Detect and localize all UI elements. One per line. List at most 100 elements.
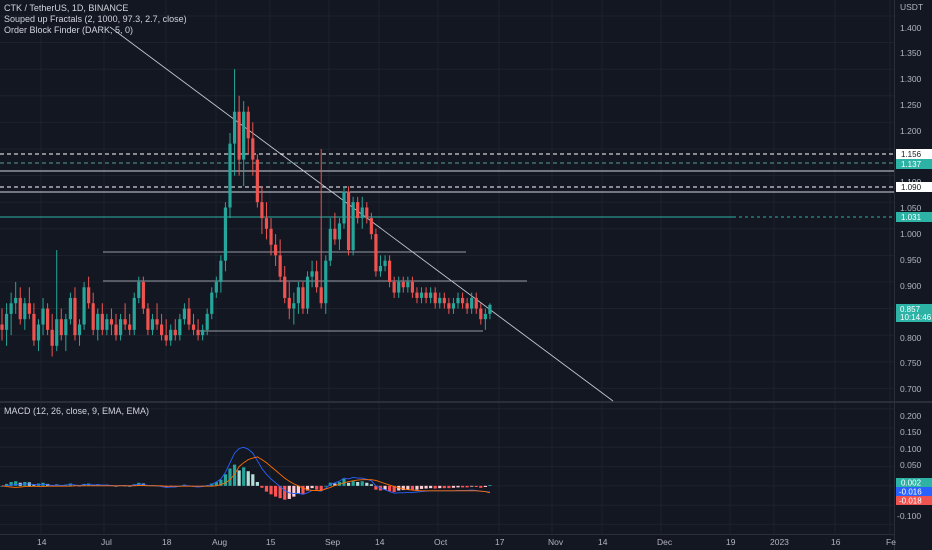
candle-body (205, 313, 209, 330)
candle-body (401, 281, 405, 288)
macd-bar (301, 485, 305, 495)
candle-body (255, 159, 259, 203)
candle-body (196, 329, 200, 336)
macd-bar (442, 485, 446, 489)
time-label: 19 (726, 537, 736, 547)
symbol-legend[interactable]: CTK / TetherUS, 1D, BINANCE (4, 3, 129, 13)
macd-bar (415, 485, 419, 490)
price-tick: 0.900 (900, 281, 922, 291)
macd-bar (346, 482, 351, 486)
macd-bar (333, 483, 337, 486)
candle-body (392, 281, 396, 293)
candle-body (342, 191, 346, 224)
tag-1156-bg (896, 149, 932, 159)
candle-body (365, 207, 369, 219)
macd-hist-tag: 0.002 (901, 479, 922, 488)
candle-body (146, 308, 150, 330)
candle-body (210, 292, 214, 314)
time-label: 14 (37, 537, 47, 547)
order-block-legend[interactable]: Order Block Finder (DARK, 5, 0) (4, 25, 134, 35)
candle-body (150, 319, 155, 330)
candle-body (46, 308, 50, 330)
tag-1031-bg (896, 212, 932, 222)
macd-bar (365, 482, 369, 486)
candle-body (100, 313, 104, 330)
price-tags[interactable]: 1.156 1.137 1.090 1.031 0.857 10:14:46 0… (896, 149, 932, 506)
candle-body (269, 228, 273, 245)
candle-body (105, 319, 109, 330)
candle-body (114, 324, 118, 336)
candle-body (388, 260, 392, 282)
macd-bar (315, 485, 319, 490)
time-label: 17 (495, 537, 505, 547)
candle-body (219, 260, 223, 282)
candle-body (346, 191, 351, 251)
candle-body (50, 329, 54, 346)
candle-body (77, 324, 82, 336)
macd-pane[interactable] (0, 446, 492, 500)
macd-bar (14, 481, 18, 486)
candle-body (351, 202, 355, 251)
signal-line-tag-bg (896, 496, 932, 505)
macd-bar (424, 485, 428, 489)
candle-body (32, 313, 36, 341)
macd-bar (488, 485, 492, 486)
macd-tick: 0.150 (900, 427, 922, 437)
candle-body (4, 313, 9, 330)
candle-body (479, 308, 483, 320)
macd-line-tag-bg (896, 487, 932, 496)
macd-bar (470, 485, 474, 487)
price-axis-unit: USDT (900, 2, 923, 12)
candles[interactable] (0, 69, 492, 357)
macd-bar (474, 485, 478, 487)
fractals-legend[interactable]: Souped up Fractals (2, 1000, 97.3, 2.7, … (4, 14, 187, 24)
macd-bar (351, 480, 355, 486)
candle-body (369, 218, 373, 235)
candle-body (406, 281, 410, 288)
macd-hist-tag-bg (896, 478, 932, 487)
time-label: Dec (657, 537, 673, 547)
macd-bar (392, 485, 396, 493)
macd-bar (479, 485, 483, 488)
candle-body (383, 260, 387, 266)
macd-bar (465, 485, 469, 488)
time-axis[interactable]: 14 Jul 18 Aug 15 Sep 14 Oct 17 Nov 14 De… (37, 537, 896, 547)
time-label: Sep (325, 537, 340, 547)
time-label: 14 (375, 537, 385, 547)
candle-body (456, 297, 460, 304)
time-label: Nov (548, 537, 564, 547)
candle-body (324, 260, 328, 304)
candle-body (164, 335, 168, 341)
candle-body (201, 329, 205, 336)
candle-body (73, 297, 77, 336)
macd-line-tag: -0.016 (899, 488, 922, 497)
time-label: 2023 (770, 537, 789, 547)
price-axis[interactable]: USDT 1.400 1.350 1.300 1.250 1.200 1.100… (897, 2, 923, 521)
price-tick: 0.800 (900, 333, 922, 343)
candle-body (296, 287, 300, 304)
macd-bar (292, 485, 296, 497)
candle-body (305, 276, 310, 309)
candle-body (223, 207, 228, 261)
macd-tick: 0.200 (900, 411, 922, 421)
candle-body (333, 228, 337, 240)
candle-body (397, 281, 401, 293)
macd-bar (228, 468, 232, 486)
time-label: Oct (434, 537, 448, 547)
macd-bar (451, 485, 456, 488)
candle-body (242, 111, 246, 160)
candle-body (191, 324, 196, 330)
tag-1137-bg (896, 159, 932, 169)
price-tick: 0.950 (900, 255, 922, 265)
candle-body (96, 313, 100, 330)
candle-body (118, 319, 123, 336)
macd-bar (219, 479, 223, 486)
macd-bar (223, 474, 228, 486)
macd-legend[interactable]: MACD (12, 26, close, 9, EMA, EMA) (4, 406, 150, 416)
price-tick: 0.750 (900, 358, 922, 368)
candle-body (18, 297, 22, 320)
candle-body (278, 255, 282, 277)
price-tick: 1.050 (900, 203, 922, 213)
candle-body (14, 297, 18, 304)
